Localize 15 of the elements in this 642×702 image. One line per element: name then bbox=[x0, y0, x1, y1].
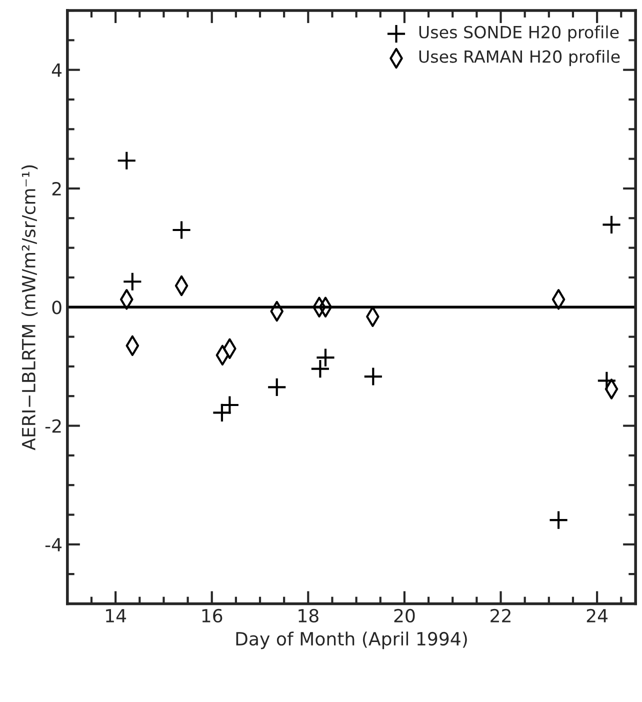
legend-label: Uses RAMAN H20 profile bbox=[419, 50, 620, 66]
y-tick-label: 0 bbox=[52, 300, 62, 314]
x-tick-label: 22 bbox=[490, 608, 510, 622]
legend-label: Uses SONDE H20 profile bbox=[419, 26, 619, 42]
x-tick-label: 18 bbox=[298, 608, 318, 623]
y-tick-label: -4 bbox=[45, 538, 62, 552]
x-tick-label: 20 bbox=[394, 608, 415, 623]
y-tick-label: -2 bbox=[45, 419, 61, 433]
x-tick-label: 14 bbox=[106, 609, 126, 622]
x-tick-label: 16 bbox=[202, 608, 222, 623]
y-tick-label: 4 bbox=[52, 64, 62, 77]
y-tick-label: 2 bbox=[52, 182, 61, 196]
x-tick-label: 24 bbox=[586, 608, 608, 622]
y-axis-title: AERI−LBLRTM (mW/m²/sr/cm⁻¹) bbox=[22, 165, 38, 450]
x-axis-title: Day of Month (April 1994) bbox=[236, 632, 467, 650]
